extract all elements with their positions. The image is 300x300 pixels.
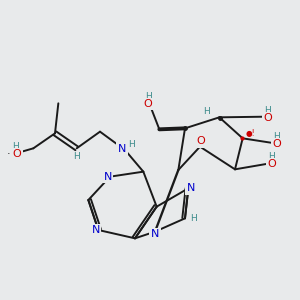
Text: H: H (73, 152, 80, 161)
Text: ●!: ●! (245, 129, 255, 138)
Text: N: N (118, 143, 126, 154)
Text: O: O (272, 139, 281, 149)
Text: O: O (196, 136, 205, 146)
Text: H: H (190, 214, 197, 223)
Text: H: H (264, 106, 271, 115)
Text: H: H (12, 142, 19, 151)
Text: O: O (144, 99, 152, 109)
Text: H: H (203, 107, 210, 116)
Text: O: O (263, 113, 272, 123)
Text: H: H (268, 152, 275, 161)
Text: N: N (151, 229, 159, 239)
Text: N: N (103, 172, 112, 182)
Text: H: H (273, 132, 280, 141)
Text: O: O (267, 159, 276, 169)
Text: ·: · (7, 149, 10, 159)
Text: N: N (187, 183, 195, 193)
Text: H: H (128, 140, 135, 149)
Text: O: O (13, 149, 21, 159)
Text: N: N (92, 225, 100, 235)
Text: H: H (145, 92, 152, 101)
